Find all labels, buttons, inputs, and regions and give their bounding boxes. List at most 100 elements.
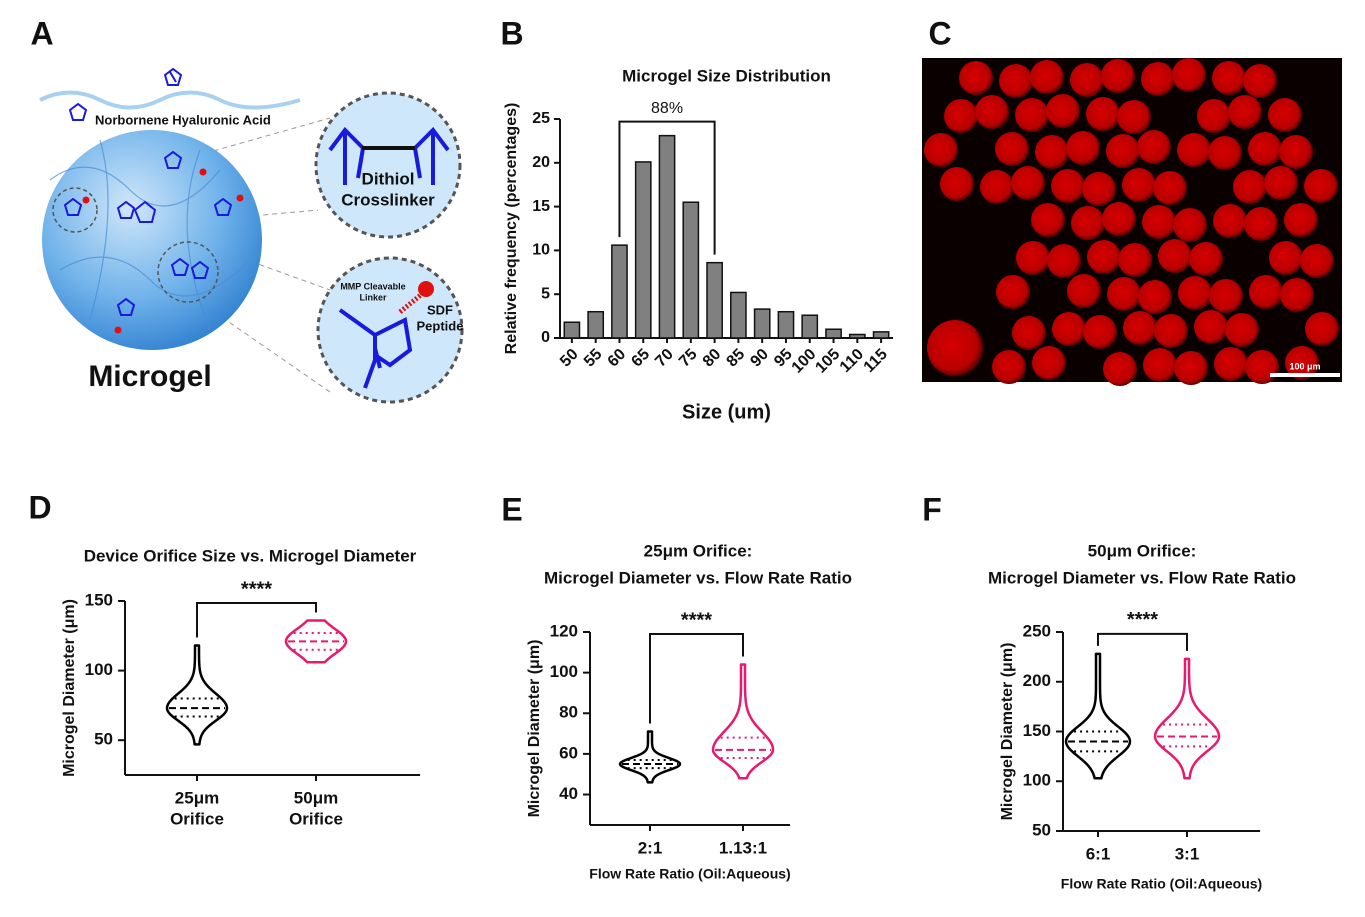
bar [587,310,605,339]
bead [1032,346,1066,380]
bead [1213,204,1247,238]
bead [944,99,978,133]
x-tick-label: 115 [861,346,891,376]
x-tick-label: 65 [628,346,653,371]
bead [975,95,1009,129]
bead [959,61,993,95]
x-tick-label: 50μm [294,788,338,807]
bar [563,321,581,339]
x-tick-label: 25μm [175,788,219,807]
y-tick-label: 25 [532,110,550,127]
bead [1087,240,1121,274]
bead [1300,244,1334,278]
y-tick-label: 20 [532,154,550,171]
violin [284,619,348,664]
bead [1208,136,1242,170]
bead [1243,64,1277,98]
bead [1264,166,1298,200]
y-tick-label: 150 [85,590,113,609]
bead [1154,314,1188,348]
y-tick-label: 40 [559,784,578,803]
x-tick-label: 3:1 [1175,844,1200,863]
bar [753,308,771,339]
zoom-circle [157,241,219,303]
chart-title: Device Orifice Size vs. Microgel Diamete… [84,546,417,565]
x-tick-label: 75 [676,346,701,371]
bead [1233,170,1267,204]
bead [1011,166,1045,200]
x-axis-label: Flow Rate Ratio (Oil:Aqueous) [589,866,790,882]
bar [848,333,866,339]
bar [730,291,747,339]
chart-title: 25μm Orifice: [644,541,753,560]
panel-label: C [928,15,951,51]
y-tick-label: 100 [85,660,113,679]
x-tick-label: 55 [581,346,606,371]
bead [1280,278,1314,312]
bar [611,244,628,339]
bar [658,134,676,339]
bead [1212,61,1246,95]
bead [1153,171,1187,205]
bead [1279,135,1313,169]
microgel-sphere [42,130,262,350]
norbornene-icons [63,67,233,316]
x-tick-label: 1.13:1 [719,838,767,857]
bead [1141,62,1175,96]
x-axis-label: Size (um) [682,401,771,423]
bead [1268,98,1302,132]
bead [924,133,958,167]
diagram-label: Peptide [417,318,464,333]
y-axis-label: Relative frequency (percentages) [503,103,520,355]
bead [1118,243,1152,277]
bead [1123,311,1157,345]
y-axis-label: Microgel Diameter (μm) [61,599,78,777]
micrograph [922,58,1342,386]
bead [927,320,983,376]
bead [1214,347,1248,381]
peptide [418,281,434,297]
bead [1035,135,1069,169]
scale-bar-label: 100 μm [1289,361,1320,371]
x-tick-label: 50 [557,346,582,371]
bead [1051,169,1085,203]
bar [872,331,890,339]
bead [1245,350,1279,384]
peptide-dots [82,168,244,334]
x-axis-label: Flow Rate Ratio (Oil:Aqueous) [1061,876,1262,892]
violin [1153,657,1221,780]
bead [1122,168,1156,202]
violin [1064,652,1132,780]
x-tick-label: 60 [605,346,630,371]
y-tick-label: 50 [1032,820,1051,839]
bead [1137,130,1171,164]
bar [634,161,652,339]
bead [1228,95,1262,129]
bead [1016,241,1050,275]
y-tick-label: 200 [1023,671,1051,690]
bead [1284,203,1318,237]
bead [1285,346,1319,380]
bar [682,201,700,339]
bead [1248,132,1282,166]
x-tick-label: Orifice [289,809,343,828]
diagram-label: Dithiol [362,169,415,188]
x-tick-label: 2:1 [638,838,663,857]
bead [1086,97,1120,131]
y-axis-label: Microgel Diameter (μm) [526,640,543,818]
panel-label: B [500,15,523,51]
diagram-label: Norbornene Hyaluronic Acid [95,112,271,127]
diagram-label: Linker [359,292,387,302]
y-tick-label: 100 [1023,771,1051,790]
significance-bracket [196,602,317,638]
microgel-label: Microgel [88,360,211,393]
bead [1070,63,1104,97]
bead [1304,169,1338,203]
bracket-label: 88% [651,100,683,117]
bar [801,314,819,339]
chart-title: 50μm Orifice: [1088,541,1197,560]
bead [940,167,974,201]
bar [706,261,723,339]
bead [1225,313,1259,347]
bead [1142,205,1176,239]
